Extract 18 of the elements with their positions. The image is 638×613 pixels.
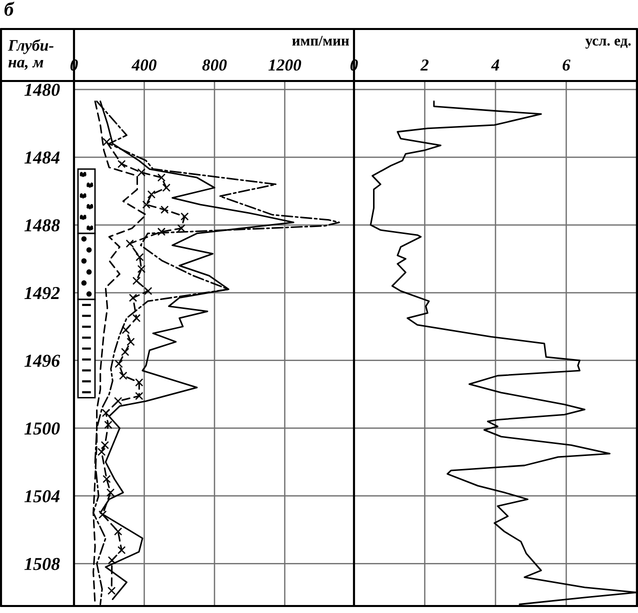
chart-title: б <box>4 2 14 16</box>
x-tick-label: 4 <box>491 60 500 71</box>
y-tick-label: 1480 <box>24 84 60 96</box>
y-tick-label: 1488 <box>24 219 60 232</box>
y-tick-label: 1504 <box>24 490 60 502</box>
x-tick-label: 6 <box>562 59 570 71</box>
y-tick-label: 1496 <box>24 354 60 367</box>
x-tick-label: 800 <box>202 59 227 71</box>
y-tick-label: 1484 <box>24 151 60 164</box>
y-tick-label: 1508 <box>24 558 60 570</box>
x-axis-title: усл. ед. <box>585 38 631 49</box>
x-axis-title: имп/мин <box>292 36 349 46</box>
y-axis-title: Глуби- на, м <box>8 39 54 70</box>
x-tick-label: 1200 <box>268 59 302 71</box>
x-tick-label: 400 <box>131 59 156 71</box>
x-tick-label: 2 <box>420 59 429 71</box>
y-tick-label: 1500 <box>24 422 60 435</box>
y-tick-label: 1492 <box>24 287 60 300</box>
